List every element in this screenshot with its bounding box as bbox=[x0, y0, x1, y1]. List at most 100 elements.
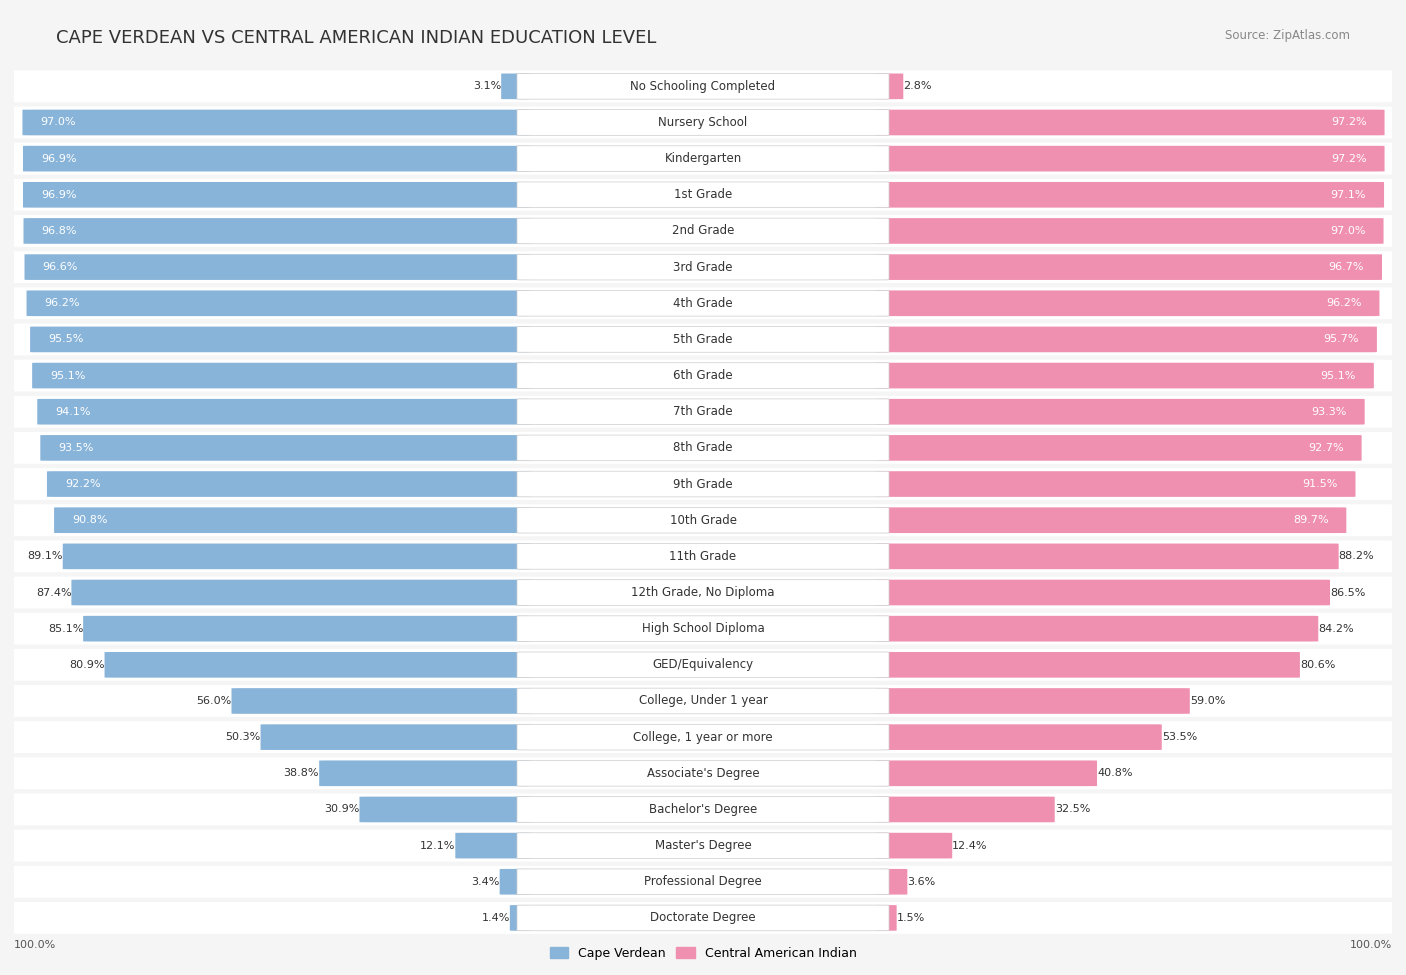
Text: 56.0%: 56.0% bbox=[197, 696, 232, 706]
FancyBboxPatch shape bbox=[72, 580, 531, 605]
Text: 1.4%: 1.4% bbox=[481, 913, 510, 923]
FancyBboxPatch shape bbox=[46, 471, 531, 497]
FancyBboxPatch shape bbox=[875, 833, 952, 858]
Text: 96.7%: 96.7% bbox=[1329, 262, 1364, 272]
FancyBboxPatch shape bbox=[517, 688, 889, 714]
FancyBboxPatch shape bbox=[517, 254, 889, 280]
FancyBboxPatch shape bbox=[517, 543, 889, 569]
FancyBboxPatch shape bbox=[517, 435, 889, 461]
Legend: Cape Verdean, Central American Indian: Cape Verdean, Central American Indian bbox=[550, 947, 856, 960]
Text: 97.2%: 97.2% bbox=[1331, 117, 1367, 128]
FancyBboxPatch shape bbox=[517, 869, 889, 895]
FancyBboxPatch shape bbox=[24, 218, 531, 244]
Text: College, 1 year or more: College, 1 year or more bbox=[633, 730, 773, 744]
FancyBboxPatch shape bbox=[260, 724, 531, 750]
Text: 97.0%: 97.0% bbox=[41, 117, 76, 128]
FancyBboxPatch shape bbox=[517, 146, 889, 172]
Text: High School Diploma: High School Diploma bbox=[641, 622, 765, 635]
FancyBboxPatch shape bbox=[7, 722, 1399, 753]
Text: No Schooling Completed: No Schooling Completed bbox=[630, 80, 776, 93]
Text: 30.9%: 30.9% bbox=[323, 804, 360, 814]
FancyBboxPatch shape bbox=[875, 724, 1161, 750]
FancyBboxPatch shape bbox=[875, 435, 1361, 461]
FancyBboxPatch shape bbox=[32, 363, 531, 388]
FancyBboxPatch shape bbox=[517, 182, 889, 208]
Text: 12.1%: 12.1% bbox=[420, 840, 456, 850]
FancyBboxPatch shape bbox=[517, 327, 889, 352]
Text: 89.1%: 89.1% bbox=[27, 551, 63, 562]
FancyBboxPatch shape bbox=[517, 507, 889, 533]
Text: 93.5%: 93.5% bbox=[58, 443, 94, 453]
Text: 95.5%: 95.5% bbox=[48, 334, 83, 344]
Text: 1.5%: 1.5% bbox=[897, 913, 925, 923]
FancyBboxPatch shape bbox=[360, 797, 531, 822]
Text: 100.0%: 100.0% bbox=[1350, 940, 1392, 950]
Text: 97.1%: 97.1% bbox=[1330, 190, 1367, 200]
FancyBboxPatch shape bbox=[7, 252, 1399, 283]
Text: 7th Grade: 7th Grade bbox=[673, 406, 733, 418]
Text: 59.0%: 59.0% bbox=[1189, 696, 1225, 706]
FancyBboxPatch shape bbox=[875, 543, 1339, 569]
Text: 90.8%: 90.8% bbox=[72, 515, 107, 526]
Text: 11th Grade: 11th Grade bbox=[669, 550, 737, 563]
Text: 96.9%: 96.9% bbox=[41, 154, 76, 164]
FancyBboxPatch shape bbox=[7, 142, 1399, 175]
Text: CAPE VERDEAN VS CENTRAL AMERICAN INDIAN EDUCATION LEVEL: CAPE VERDEAN VS CENTRAL AMERICAN INDIAN … bbox=[56, 29, 657, 47]
Text: 32.5%: 32.5% bbox=[1054, 804, 1090, 814]
FancyBboxPatch shape bbox=[875, 73, 903, 99]
Text: 96.8%: 96.8% bbox=[41, 226, 77, 236]
FancyBboxPatch shape bbox=[22, 146, 531, 172]
Text: 12.4%: 12.4% bbox=[952, 840, 988, 850]
FancyBboxPatch shape bbox=[517, 616, 889, 642]
Text: Master's Degree: Master's Degree bbox=[655, 839, 751, 852]
FancyBboxPatch shape bbox=[7, 794, 1399, 826]
Text: 40.8%: 40.8% bbox=[1097, 768, 1132, 778]
FancyBboxPatch shape bbox=[24, 254, 531, 280]
FancyBboxPatch shape bbox=[875, 327, 1376, 352]
FancyBboxPatch shape bbox=[517, 760, 889, 786]
FancyBboxPatch shape bbox=[875, 869, 907, 895]
FancyBboxPatch shape bbox=[30, 327, 531, 352]
Text: 84.2%: 84.2% bbox=[1319, 624, 1354, 634]
FancyBboxPatch shape bbox=[875, 507, 1347, 533]
FancyBboxPatch shape bbox=[7, 70, 1399, 102]
FancyBboxPatch shape bbox=[517, 399, 889, 424]
FancyBboxPatch shape bbox=[7, 288, 1399, 319]
Text: 89.7%: 89.7% bbox=[1292, 515, 1329, 526]
FancyBboxPatch shape bbox=[7, 360, 1399, 392]
FancyBboxPatch shape bbox=[875, 182, 1384, 208]
Text: 100.0%: 100.0% bbox=[14, 940, 56, 950]
Text: 96.9%: 96.9% bbox=[41, 190, 76, 200]
FancyBboxPatch shape bbox=[875, 580, 1330, 605]
FancyBboxPatch shape bbox=[7, 540, 1399, 572]
FancyBboxPatch shape bbox=[456, 833, 531, 858]
FancyBboxPatch shape bbox=[319, 760, 531, 786]
FancyBboxPatch shape bbox=[517, 73, 889, 99]
FancyBboxPatch shape bbox=[7, 468, 1399, 500]
FancyBboxPatch shape bbox=[7, 432, 1399, 464]
Text: 88.2%: 88.2% bbox=[1339, 551, 1374, 562]
Text: 5th Grade: 5th Grade bbox=[673, 332, 733, 346]
FancyBboxPatch shape bbox=[875, 652, 1301, 678]
Text: GED/Equivalency: GED/Equivalency bbox=[652, 658, 754, 672]
FancyBboxPatch shape bbox=[83, 616, 531, 642]
FancyBboxPatch shape bbox=[7, 649, 1399, 681]
Text: 3.1%: 3.1% bbox=[472, 81, 501, 92]
FancyBboxPatch shape bbox=[41, 435, 531, 461]
FancyBboxPatch shape bbox=[517, 218, 889, 244]
Text: 10th Grade: 10th Grade bbox=[669, 514, 737, 526]
FancyBboxPatch shape bbox=[7, 902, 1399, 934]
FancyBboxPatch shape bbox=[517, 797, 889, 822]
Text: 94.1%: 94.1% bbox=[55, 407, 90, 416]
Text: 50.3%: 50.3% bbox=[225, 732, 260, 742]
Text: 3rd Grade: 3rd Grade bbox=[673, 260, 733, 274]
FancyBboxPatch shape bbox=[7, 866, 1399, 898]
FancyBboxPatch shape bbox=[875, 905, 897, 931]
Text: Professional Degree: Professional Degree bbox=[644, 876, 762, 888]
FancyBboxPatch shape bbox=[7, 612, 1399, 644]
FancyBboxPatch shape bbox=[875, 146, 1385, 172]
FancyBboxPatch shape bbox=[27, 291, 531, 316]
FancyBboxPatch shape bbox=[875, 399, 1365, 424]
Text: 87.4%: 87.4% bbox=[35, 588, 72, 598]
Text: 92.2%: 92.2% bbox=[65, 479, 100, 489]
